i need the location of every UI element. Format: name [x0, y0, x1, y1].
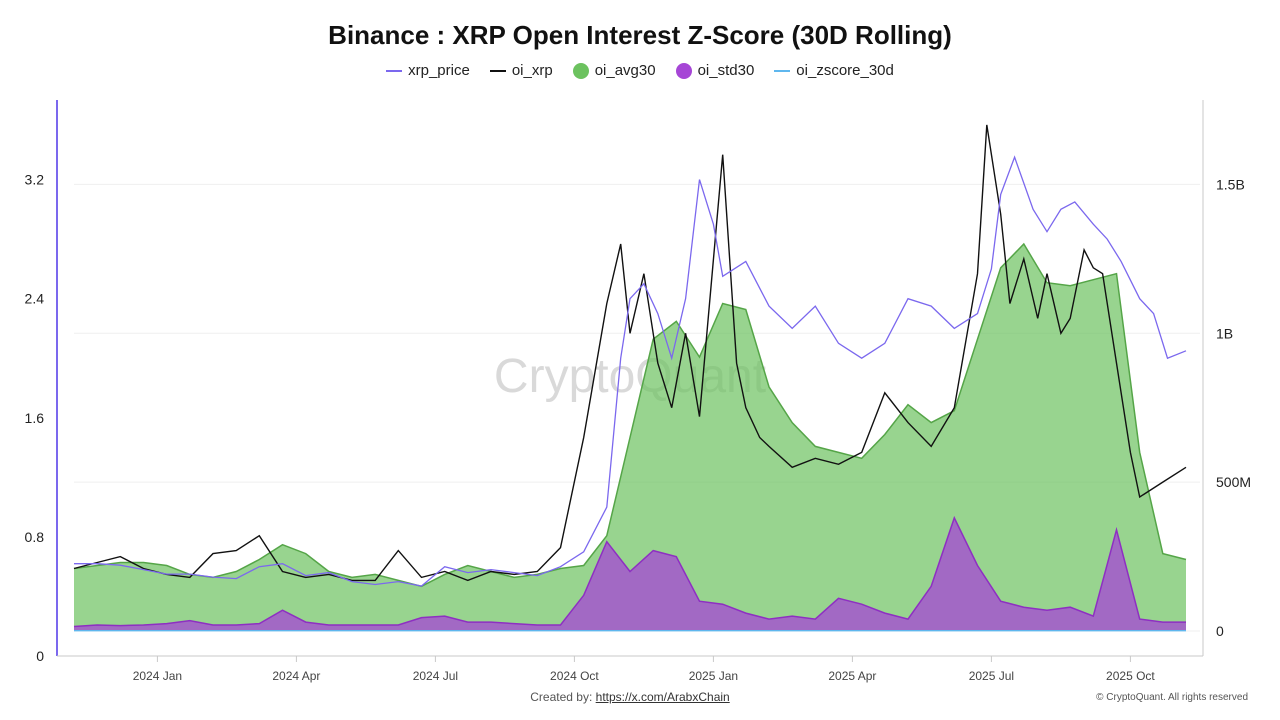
legend-item-xrp-price[interactable]: xrp_price — [386, 62, 470, 79]
left-tick-label: 0.8 — [25, 529, 45, 545]
x-tick-label: 2024 Oct — [550, 669, 599, 683]
left-tick-label: 3.2 — [25, 172, 45, 188]
area-series — [73, 242, 1187, 631]
right-tick-label: 1B — [1216, 325, 1233, 341]
legend-label-oi-avg30: oi_avg30 — [594, 62, 656, 79]
legend-label-oi-std30: oi_std30 — [697, 62, 755, 79]
axes: 0 0.8 1.6 2.4 3.2 0 500M 1B 1.5B 2024 Jan 2024 Apr… — [25, 100, 1251, 683]
left-tick-label: 2.4 — [25, 291, 45, 307]
x-tick-label: 2024 Jul — [413, 669, 458, 683]
legend-item-oi-avg30[interactable]: oi_avg30 — [572, 62, 656, 79]
area-oi-std30 — [74, 517, 1186, 631]
left-tick-label: 1.6 — [25, 410, 45, 426]
x-tick-label: 2025 Oct — [1106, 669, 1155, 683]
legend-swatch-oi-std30 — [675, 62, 692, 79]
x-tick-label: 2025 Jul — [969, 669, 1014, 683]
legend-swatch-xrp-price — [386, 69, 403, 72]
created-by-link[interactable]: https://x.com/ArabxChain — [595, 690, 730, 704]
legend-item-oi-xrp[interactable]: oi_xrp — [489, 62, 553, 79]
legend-swatch-oi-zscore-30d — [774, 69, 791, 72]
created-by-label: Created by: — [530, 690, 593, 704]
legend-label-oi-xrp: oi_xrp — [511, 62, 553, 79]
line-oi-xrp — [73, 124, 1187, 582]
chart-legend: xrp_price oi_xrp oi_avg30 oi_std30 oi_zs… — [0, 62, 1280, 79]
right-tick-label: 500M — [1216, 474, 1251, 490]
x-tick-label: 2024 Apr — [272, 669, 320, 683]
legend-swatch-oi-avg30 — [572, 62, 589, 79]
legend-item-oi-zscore-30d[interactable]: oi_zscore_30d — [774, 62, 894, 79]
footer-credit: Created by: https://x.com/ArabxChain — [0, 690, 1260, 704]
x-tick-label: 2024 Jan — [133, 669, 182, 683]
right-tick-label: 1.5B — [1216, 176, 1245, 192]
legend-swatch-oi-xrp — [489, 69, 506, 72]
right-tick-label: 0 — [1216, 623, 1224, 639]
edge-oi-avg30 — [73, 242, 1187, 588]
chart-title: Binance : XRP Open Interest Z-Score (30D… — [328, 20, 952, 50]
x-tick-label: 2025 Apr — [828, 669, 876, 683]
edge-oi-std30 — [73, 515, 1186, 628]
legend-label-oi-zscore-30d: oi_zscore_30d — [796, 62, 894, 79]
x-tick-label: 2025 Jan — [689, 669, 738, 683]
left-tick-label: 0 — [36, 648, 44, 664]
copyright-text: © CryptoQuant. All rights reserved — [1096, 692, 1248, 703]
legend-item-oi-std30[interactable]: oi_std30 — [675, 62, 755, 79]
line-series — [73, 124, 1187, 632]
legend-label-xrp-price: xrp_price — [408, 62, 470, 79]
line-xrp-price — [74, 155, 1187, 587]
